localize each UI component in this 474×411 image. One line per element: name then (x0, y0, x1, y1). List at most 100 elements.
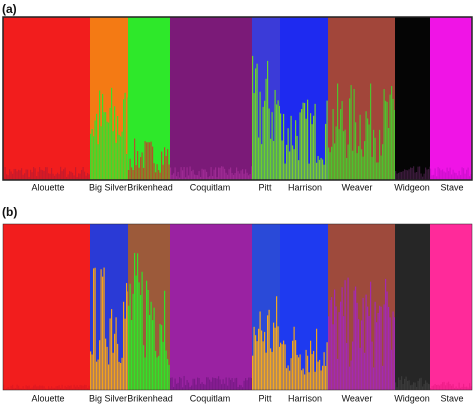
admixture-stripe (66, 387, 68, 390)
population-label: Brikenhead (127, 393, 173, 403)
admixture-stripe (97, 359, 99, 390)
admixture-stripe (361, 320, 363, 390)
admixture-stripe (443, 381, 445, 390)
admixture-stripe (358, 319, 360, 390)
admixture-stripe (4, 167, 6, 180)
admixture-stripe (85, 385, 87, 390)
admixture-stripe (396, 173, 398, 180)
admixture-stripe (40, 169, 42, 180)
admixture-stripe (16, 384, 18, 390)
admixture-stripe (198, 171, 200, 180)
admixture-stripe (15, 168, 17, 180)
admixture-stripe (36, 386, 38, 390)
admixture-stripe (265, 78, 267, 180)
admixture-stripe (426, 382, 428, 390)
admixture-stripe (323, 164, 325, 180)
admixture-stripe (72, 172, 74, 180)
admixture-stripe (179, 177, 181, 180)
admixture-stripe (132, 169, 134, 180)
admixture-stripe (115, 317, 117, 390)
admixture-stripe (467, 167, 469, 180)
admixture-stripe (277, 326, 279, 390)
admixture-stripe (197, 175, 199, 180)
admixture-stripe (43, 170, 45, 180)
admixture-stripe (262, 341, 264, 390)
admixture-stripe (63, 169, 65, 180)
admixture-stripe (182, 170, 184, 180)
admixture-stripe (106, 121, 108, 180)
admixture-stripe (335, 126, 337, 180)
panel-label: (a) (2, 2, 17, 16)
population-block (430, 17, 472, 180)
admixture-stripe (331, 146, 333, 180)
admixture-stripe (81, 169, 83, 180)
admixture-stripe (405, 169, 407, 180)
admixture-stripe (274, 327, 276, 390)
admixture-stripe (158, 355, 160, 390)
admixture-stripe (78, 387, 80, 390)
admixture-stripe (216, 378, 218, 390)
admixture-stripe (423, 173, 425, 180)
admixture-stripe (314, 103, 316, 180)
admixture-stripe (103, 267, 105, 390)
admixture-stripe (45, 167, 47, 180)
admixture-stripe (237, 171, 239, 180)
admixture-stripe (304, 103, 306, 180)
admixture-stripe (48, 386, 50, 390)
admixture-stripe (99, 340, 101, 390)
admixture-stripe (102, 93, 104, 180)
admixture-stripe (126, 283, 128, 390)
admixture-stripe (328, 316, 330, 390)
admixture-stripe (57, 386, 59, 390)
admixture-stripe (210, 381, 212, 390)
admixture-stripe (461, 167, 463, 180)
admixture-stripe (273, 322, 275, 390)
admixture-stripe (328, 147, 330, 180)
admixture-stripe (340, 301, 342, 390)
plot-frame (2, 16, 473, 181)
admixture-stripe (383, 89, 385, 180)
admixture-stripe (402, 383, 404, 390)
admixture-stripe (251, 166, 253, 180)
admixture-stripe (386, 291, 388, 390)
admixture-stripe (93, 268, 95, 390)
admixture-stripe (218, 167, 220, 180)
admixture-stripe (460, 174, 462, 180)
admixture-stripe (463, 383, 465, 390)
admixture-stripe (442, 382, 444, 390)
admixture-stripe (299, 354, 301, 390)
admixture-stripe (258, 137, 260, 180)
admixture-stripe (212, 176, 214, 180)
admixture-stripe (301, 370, 303, 390)
admixture-stripe (470, 174, 472, 180)
admixture-stripe (180, 378, 182, 390)
panel-label: (b) (2, 205, 17, 219)
admixture-stripe (302, 102, 304, 180)
admixture-stripe (408, 169, 410, 180)
admixture-stripe (448, 171, 450, 180)
admixture-stripe (307, 355, 309, 390)
admixture-stripe (7, 175, 9, 180)
admixture-stripe (191, 385, 193, 390)
admixture-stripe (273, 140, 275, 180)
population-label: Stave (440, 182, 463, 192)
admixture-stripe (338, 129, 340, 180)
admixture-stripe (170, 377, 172, 390)
admixture-stripe (249, 173, 251, 180)
admixture-stripe (332, 324, 334, 390)
admixture-stripe (99, 90, 101, 180)
admixture-stripe (341, 287, 343, 390)
admixture-stripe (183, 375, 185, 390)
admixture-stripe (135, 165, 137, 180)
admixture-stripe (146, 280, 148, 390)
admixture-stripe (106, 346, 108, 390)
admixture-stripe (212, 377, 214, 390)
admixture-stripe (140, 157, 142, 180)
admixture-stripe (248, 377, 250, 390)
admixture-stripe (313, 350, 315, 390)
admixture-stripe (401, 376, 403, 390)
admixture-stripe (470, 386, 472, 390)
admixture-stripe (153, 163, 155, 180)
admixture-stripe (346, 343, 348, 390)
admixture-stripe (82, 385, 84, 390)
